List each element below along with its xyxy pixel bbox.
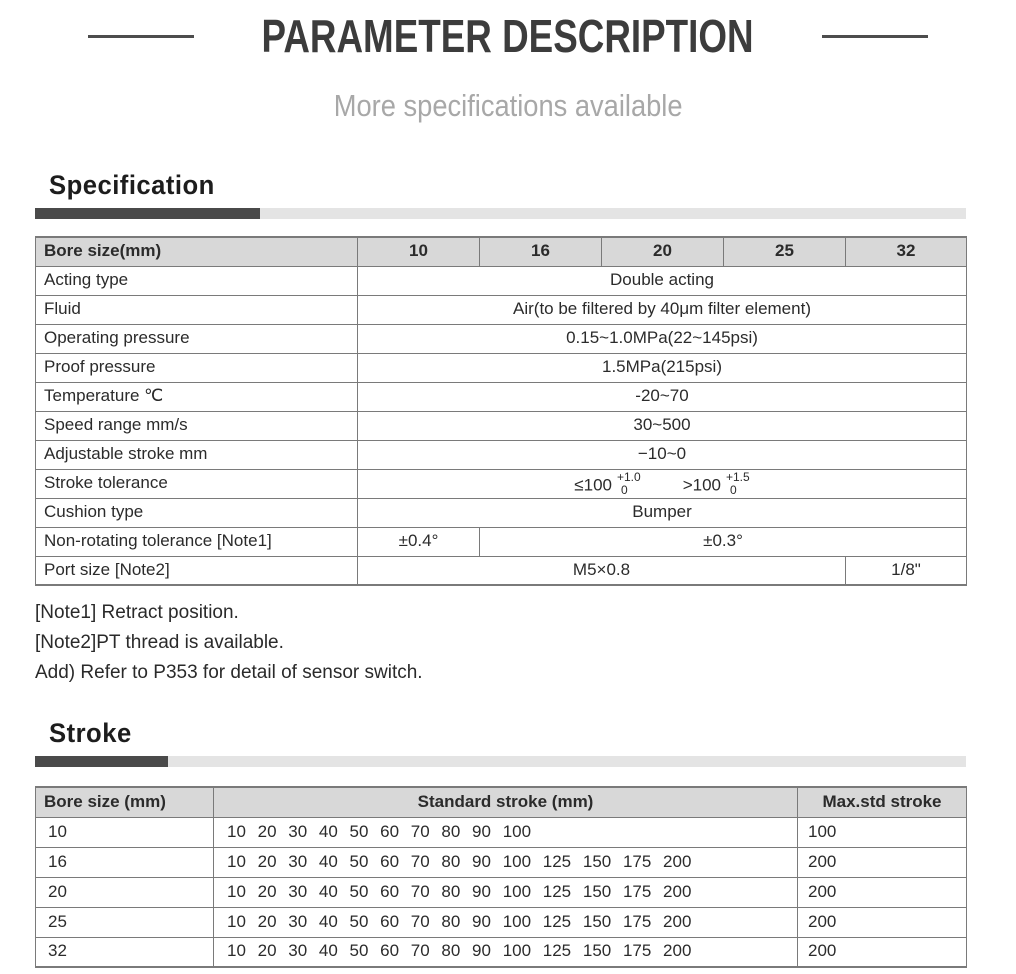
- note-additional: Add) Refer to P353 for detail of sensor …: [35, 662, 423, 683]
- spec-value-non-rotating-bore10: ±0.4°: [357, 526, 480, 557]
- spec-label-stroke-tolerance: Stroke tolerance: [35, 468, 358, 499]
- page-subtitle: More specifications available: [35, 88, 981, 126]
- title-left-dash: [88, 34, 195, 38]
- stroke-tolerance-gt: >100: [682, 475, 721, 495]
- spec-value-cushion-type: Bumper: [357, 497, 967, 528]
- spec-label-acting-type: Acting type: [35, 265, 358, 296]
- stroke-bore-20: 20: [35, 876, 214, 908]
- spec-header-col-10: 10: [357, 236, 480, 267]
- stroke-heading-bar-dark: [35, 756, 168, 767]
- spec-label-cushion-type: Cushion type: [35, 497, 358, 528]
- note-2: [Note2]PT thread is available.: [35, 632, 284, 653]
- title-right-dash: [821, 34, 928, 38]
- stroke-tolerance-gt-stack: +1.5 0: [726, 469, 750, 497]
- table-row: Operating pressure 0.15~1.0MPa(22~145psi…: [35, 323, 967, 354]
- stroke-header-standard-stroke: Standard stroke (mm): [213, 786, 798, 818]
- spec-value-non-rotating-bore16-32: ±0.3°: [479, 526, 967, 557]
- spec-value-speed-range: 30~500: [357, 410, 967, 441]
- stroke-list-bore-20: 10 20 30 40 50 60 70 80 90 100 125 150 1…: [213, 876, 798, 908]
- stroke-heading-bar: [35, 756, 966, 767]
- specification-heading-bar-dark: [35, 208, 260, 219]
- stroke-bore-32: 32: [35, 936, 214, 968]
- table-row: 32 10 20 30 40 50 60 70 80 90 100 125 15…: [35, 936, 967, 968]
- specification-heading-bar: [35, 208, 966, 219]
- stroke-max-bore-20: 200: [797, 876, 967, 908]
- spec-label-proof-pressure: Proof pressure: [35, 352, 358, 383]
- spec-label-adjustable-stroke: Adjustable stroke mm: [35, 439, 358, 470]
- spec-value-adjustable-stroke: −10~0: [357, 439, 967, 470]
- table-row: Port size [Note2] M5×0.8 1/8": [35, 555, 967, 586]
- stroke-bore-16: 16: [35, 846, 214, 878]
- table-row: Speed range mm/s 30~500: [35, 410, 967, 441]
- stroke-max-bore-25: 200: [797, 906, 967, 938]
- spec-label-temperature: Temperature ℃: [35, 381, 358, 412]
- spec-value-temperature: -20~70: [357, 381, 967, 412]
- table-row: Stroke tolerance ≤100 +1.0 0 >100 +1.5 0: [35, 468, 967, 499]
- table-row: Fluid Air(to be filtered by 40μm filter …: [35, 294, 967, 325]
- specification-section-header: Specification: [35, 170, 981, 219]
- note-1: [Note1] Retract position.: [35, 602, 239, 623]
- stroke-tolerance-le-stack: +1.0 0: [617, 469, 641, 497]
- stroke-header-max-std-stroke: Max.std stroke: [797, 786, 967, 818]
- table-row: Cushion type Bumper: [35, 497, 967, 528]
- stroke-list-bore-25: 10 20 30 40 50 60 70 80 90 100 125 150 1…: [213, 906, 798, 938]
- stroke-section-header: Stroke: [35, 718, 981, 767]
- spec-label-speed-range: Speed range mm/s: [35, 410, 358, 441]
- spec-value-port-size-bore10-25: M5×0.8: [357, 555, 846, 586]
- table-row: Temperature ℃ -20~70: [35, 381, 967, 412]
- spec-value-operating-pressure: 0.15~1.0MPa(22~145psi): [357, 323, 967, 354]
- table-row: Acting type Double acting: [35, 265, 967, 296]
- spec-value-fluid: Air(to be filtered by 40μm filter elemen…: [357, 294, 967, 325]
- spec-header-bore-size: Bore size(mm): [35, 236, 358, 267]
- stroke-list-bore-10: 10 20 30 40 50 60 70 80 90 100: [213, 816, 798, 848]
- stroke-max-bore-16: 200: [797, 846, 967, 878]
- spec-value-port-size-bore32: 1/8": [845, 555, 967, 586]
- spec-value-proof-pressure: 1.5MPa(215psi): [357, 352, 967, 383]
- stroke-max-bore-32: 200: [797, 936, 967, 968]
- table-row: 20 10 20 30 40 50 60 70 80 90 100 125 15…: [35, 876, 967, 908]
- spec-value-stroke-tolerance: ≤100 +1.0 0 >100 +1.5 0: [357, 468, 967, 499]
- specification-table: Bore size(mm) 10 16 20 25 32 Acting type…: [35, 236, 967, 586]
- stroke-list-bore-32: 10 20 30 40 50 60 70 80 90 100 125 150 1…: [213, 936, 798, 968]
- spec-header-col-25: 25: [723, 236, 846, 267]
- stroke-heading: Stroke: [49, 718, 132, 748]
- page-title: PARAMETER DESCRIPTION: [261, 10, 755, 62]
- spec-header-row: Bore size(mm) 10 16 20 25 32: [35, 236, 967, 267]
- spec-header-col-16: 16: [479, 236, 602, 267]
- stroke-tolerance-le: ≤100: [574, 475, 612, 495]
- page-title-row: PARAMETER DESCRIPTION: [35, 10, 981, 62]
- spec-label-operating-pressure: Operating pressure: [35, 323, 358, 354]
- specification-heading: Specification: [49, 170, 215, 200]
- table-row: 16 10 20 30 40 50 60 70 80 90 100 125 15…: [35, 846, 967, 878]
- spec-label-port-size: Port size [Note2]: [35, 555, 358, 586]
- table-row: Proof pressure 1.5MPa(215psi): [35, 352, 967, 383]
- stroke-list-bore-16: 10 20 30 40 50 60 70 80 90 100 125 150 1…: [213, 846, 798, 878]
- spec-label-non-rotating-tolerance: Non-rotating tolerance [Note1]: [35, 526, 358, 557]
- spec-header-col-20: 20: [601, 236, 724, 267]
- stroke-table: Bore size (mm) Standard stroke (mm) Max.…: [35, 786, 967, 968]
- spec-value-acting-type: Double acting: [357, 265, 967, 296]
- table-row: Non-rotating tolerance [Note1] ±0.4° ±0.…: [35, 526, 967, 557]
- table-row: 10 10 20 30 40 50 60 70 80 90 100 100: [35, 816, 967, 848]
- stroke-header-row: Bore size (mm) Standard stroke (mm) Max.…: [35, 786, 967, 818]
- stroke-bore-25: 25: [35, 906, 214, 938]
- table-row: Adjustable stroke mm −10~0: [35, 439, 967, 470]
- notes-block: [Note1] Retract position. [Note2]PT thre…: [35, 598, 981, 688]
- stroke-bore-10: 10: [35, 816, 214, 848]
- stroke-max-bore-10: 100: [797, 816, 967, 848]
- spec-label-fluid: Fluid: [35, 294, 358, 325]
- stroke-header-bore-size: Bore size (mm): [35, 786, 214, 818]
- spec-header-col-32: 32: [845, 236, 967, 267]
- table-row: 25 10 20 30 40 50 60 70 80 90 100 125 15…: [35, 906, 967, 938]
- page-subtitle-text: More specifications available: [333, 88, 683, 123]
